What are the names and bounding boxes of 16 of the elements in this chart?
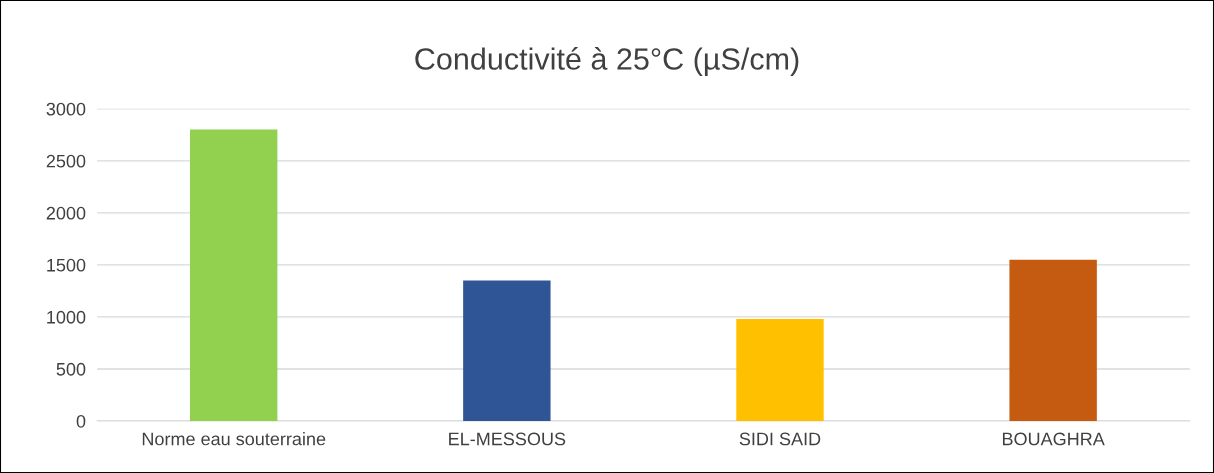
x-tick-label: SIDI SAID [739, 432, 821, 446]
y-tick-label: 1500 [47, 258, 86, 272]
y-tick-label: 2500 [46, 154, 86, 168]
y-tick-label: 3000 [46, 102, 86, 116]
bar [463, 280, 551, 421]
chart-title: Conductivité à 25°C (µS/cm) [415, 47, 799, 76]
y-tick-label: 500 [56, 362, 86, 376]
bar [736, 318, 824, 421]
x-tick-label: EL-MESSOUS [449, 432, 566, 446]
bar [189, 129, 278, 421]
bar [1009, 259, 1097, 421]
x-tick-label: Norme eau souterraine [142, 432, 326, 446]
x-tick-label: BOUAGHRA [1002, 432, 1105, 446]
y-tick-label: 0 [76, 414, 86, 428]
y-tick-label: 2000 [46, 206, 86, 220]
y-tick-label: 1000 [47, 310, 86, 324]
